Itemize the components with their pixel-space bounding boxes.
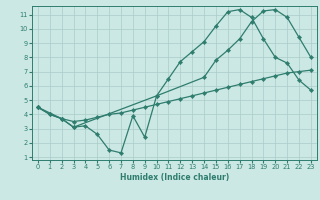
X-axis label: Humidex (Indice chaleur): Humidex (Indice chaleur) — [120, 173, 229, 182]
